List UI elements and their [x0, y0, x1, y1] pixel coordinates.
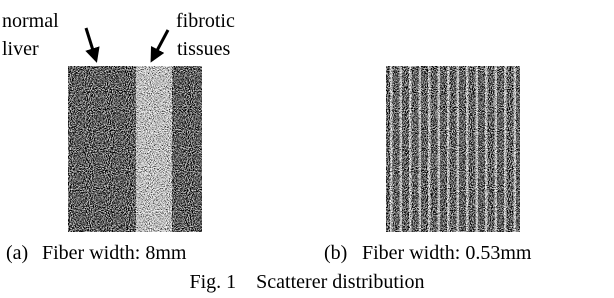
fiber-stripe	[447, 66, 449, 232]
speckle-image-b	[386, 66, 520, 232]
fiber-stripe	[428, 66, 430, 232]
arrow	[86, 28, 96, 60]
speckle-image-a	[68, 66, 202, 232]
annotation-text: normal	[2, 10, 59, 32]
panel-caption: Fiber width: 0.53mm	[362, 242, 532, 264]
annotation-text: liver	[2, 38, 39, 60]
fiber-stripe	[390, 66, 392, 232]
arrow	[152, 30, 168, 60]
fiber-stripe	[419, 66, 421, 232]
panel-caption: Fiber width: 8mm	[42, 242, 187, 264]
figure: normal liver fibrotic tissues (a) Fiber …	[0, 0, 614, 298]
page: {"annotations": [{"lines": ["normal", "l…	[0, 0, 614, 298]
fiber-stripe	[457, 66, 459, 232]
panel-label: (b)	[324, 242, 347, 264]
fiber-stripe	[495, 66, 497, 232]
fiber-stripe	[514, 66, 516, 232]
figure-caption: Fig. 1 Scatterer distribution	[190, 271, 425, 293]
fiber-stripe	[409, 66, 411, 232]
fiber-stripe	[466, 66, 468, 232]
annotation-text: fibrotic	[176, 10, 235, 32]
fiber-stripe	[438, 66, 440, 232]
fiber-stripe	[400, 66, 402, 232]
annotation-text: tissues	[177, 38, 231, 60]
fiber-stripe	[504, 66, 506, 232]
fiber-stripe	[485, 66, 487, 232]
panel-label: (a)	[6, 242, 28, 264]
fiber-stripe	[476, 66, 478, 232]
fibrotic-band	[136, 66, 172, 232]
